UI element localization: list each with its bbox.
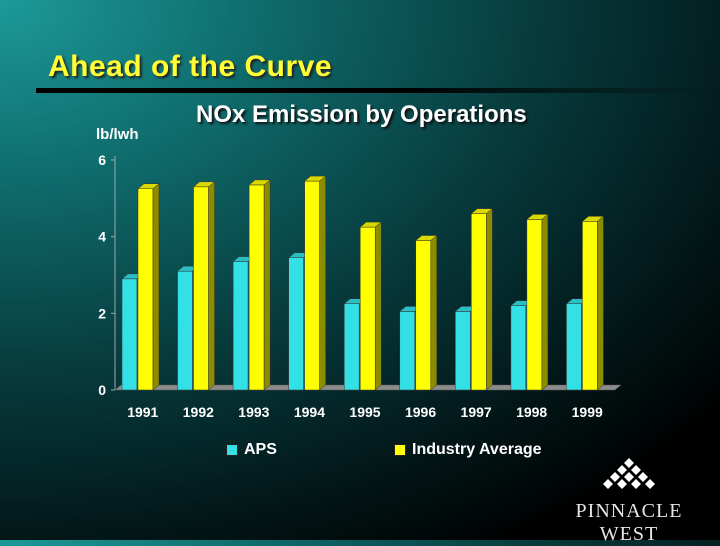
bar-industry-1998-side — [541, 213, 549, 391]
x-tick-label: 1995 — [349, 404, 380, 420]
bar-industry-1992-side — [208, 181, 215, 391]
legend-label-industry: Industry Average — [412, 441, 542, 458]
x-tick-label: 1997 — [461, 404, 492, 420]
legend-item-aps: APS — [226, 441, 277, 459]
logo-text: PINNACLE WEST — [575, 500, 683, 545]
bar-industry-1994-side — [319, 175, 326, 391]
y-tick-label: 0 — [98, 382, 106, 398]
y-axis-label: lb/lwh — [96, 126, 139, 143]
bar-industry-1999-side — [597, 215, 604, 391]
bar-industry-1999 — [582, 221, 598, 391]
bar-industry-1996 — [415, 240, 432, 391]
x-tick-label: 1996 — [405, 404, 436, 420]
bar-industry-1994 — [304, 180, 320, 391]
y-tick-label: 4 — [98, 229, 106, 245]
bar-industry-1991-side — [152, 183, 160, 391]
bar-industry-1995 — [359, 226, 376, 391]
legend-swatch-aps — [226, 444, 238, 456]
pinnacle-diamond-icon — [603, 458, 655, 489]
slide-title: Ahead of the Curve — [48, 50, 333, 83]
bar-industry-1993-side — [263, 179, 271, 391]
x-tick-label: 1999 — [572, 404, 603, 420]
x-tick-label: 1993 — [238, 404, 269, 420]
bar-aps-1991 — [121, 278, 138, 391]
bar-industry-1998 — [526, 219, 543, 391]
legend-item-industry: Industry Average — [394, 441, 542, 459]
bar-industry-1993 — [248, 184, 265, 391]
title-rule — [36, 88, 720, 93]
bar-aps-1998 — [510, 305, 527, 391]
bar-aps-1999 — [566, 303, 582, 391]
legend-swatch-industry — [394, 444, 406, 456]
legend-label-aps: APS — [244, 441, 277, 458]
bar-aps-1993 — [232, 261, 249, 391]
bar-industry-1997-side — [486, 208, 493, 391]
y-tick-label: 2 — [98, 305, 106, 321]
bar-industry-1995-side — [374, 221, 382, 391]
chart-title: NOx Emission by Operations — [196, 101, 527, 128]
bar-aps-1996 — [399, 311, 416, 391]
bar-aps-1997 — [455, 311, 471, 391]
bar-aps-1994 — [288, 257, 304, 391]
bar-industry-1996-side — [430, 234, 438, 391]
x-tick-label: 1994 — [294, 404, 325, 420]
bar-industry-1997 — [471, 213, 487, 391]
bar-aps-1992 — [177, 270, 193, 391]
bar-aps-1995 — [343, 303, 360, 391]
x-tick-label: 1992 — [183, 404, 214, 420]
x-tick-label: 1998 — [516, 404, 547, 420]
bar-industry-1991 — [137, 188, 154, 391]
y-tick-label: 6 — [98, 152, 106, 168]
x-tick-label: 1991 — [127, 404, 158, 420]
pinnacle-west-logo: PINNACLE WEST — [556, 458, 706, 545]
bar-industry-1992 — [193, 186, 209, 391]
